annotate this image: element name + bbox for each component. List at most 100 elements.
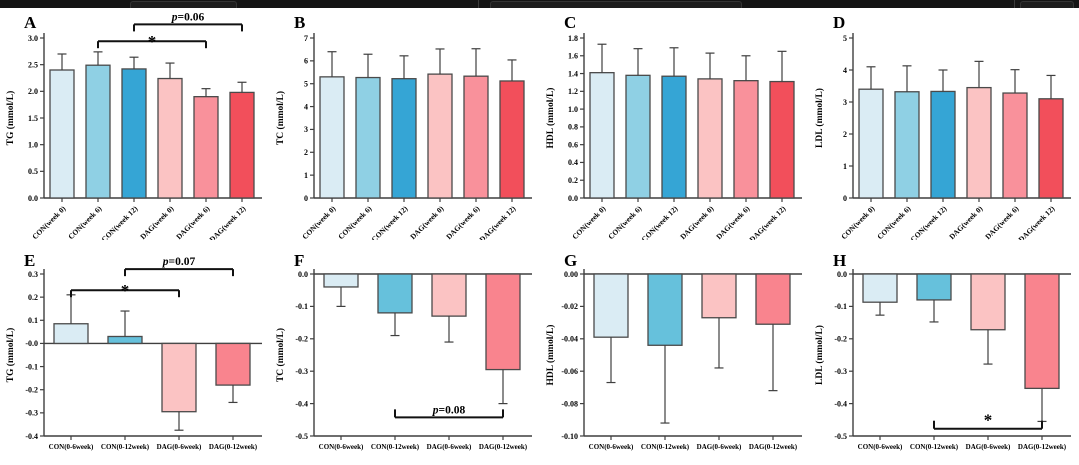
y-tick-label: 6	[304, 57, 308, 66]
bar-DAG(0-6week)	[700, 273, 737, 319]
bar-CON(week 6)	[894, 91, 920, 199]
x-tick-label: CON(week 0)	[300, 204, 338, 240]
x-tick-label: CON(week 12)	[369, 204, 409, 240]
bar-DAG(week 0)	[157, 77, 183, 199]
y-tick-label: 1.0	[28, 140, 38, 149]
bar-DAG(week 0)	[427, 73, 453, 199]
bar-DAG(0-6week)	[970, 273, 1006, 331]
x-tick-label: DAG(week 6)	[714, 204, 752, 240]
p-value-label: p=0.07	[162, 256, 196, 268]
y-tick-label: -0.4	[295, 399, 308, 408]
y-axis-title: TG (mmol/L)	[5, 91, 16, 146]
browser-tab-outline	[130, 1, 237, 8]
x-tick-label: CON(week 12)	[909, 204, 949, 240]
bar-CON(0-6week)	[323, 273, 359, 288]
bar-DAG(week 6)	[193, 96, 219, 199]
y-tick-label: -0.02	[561, 302, 578, 311]
y-tick-label: 0	[843, 194, 847, 203]
bar-DAG(0-12week)	[1024, 273, 1060, 390]
y-axis-title: LDL (mmol/L)	[814, 325, 825, 385]
bar-DAG(week 6)	[1002, 92, 1028, 199]
bar-DAG(week 12)	[229, 91, 255, 199]
bar-CON(week 0)	[49, 69, 75, 199]
bar-CON(0-6week)	[592, 273, 629, 338]
x-tick-label: CON(0-6week)	[858, 443, 903, 451]
y-tick-label: -0.10	[561, 432, 578, 441]
y-tick-label: 0.2	[28, 293, 38, 302]
y-tick-label: -0.5	[835, 432, 848, 441]
y-tick-label: 0.3	[28, 270, 38, 279]
p-value-label: p=0.06	[171, 11, 205, 23]
x-tick-label: DAG(0-12week)	[1018, 443, 1067, 451]
bar-DAG(week 12)	[1038, 98, 1064, 199]
panel-H-chart: H0.0 -0.1 -0.2 -0.3 -0.4 -0.5 CON(0-6week) CON(…	[814, 251, 1072, 451]
bar-DAG(week 12)	[499, 80, 525, 199]
bar-CON(week 6)	[624, 74, 651, 199]
y-tick-label: -0.5	[295, 432, 308, 441]
x-tick-label: DAG(week 6)	[174, 204, 212, 240]
x-tick-label: DAG(0-6week)	[426, 443, 471, 451]
browser-tab-outline	[490, 1, 742, 8]
bar-CON(week 6)	[85, 64, 111, 199]
y-axis-title: HDL (mmol/L)	[545, 88, 556, 149]
y-tick-label: -0.0	[25, 339, 38, 348]
bar-CON(week 12)	[660, 75, 687, 199]
y-tick-label: 2.5	[28, 60, 38, 69]
y-tick-label: 4	[843, 66, 847, 75]
panel-label-H: H	[833, 251, 846, 270]
bar-DAG(week 0)	[696, 78, 723, 199]
y-tick-label: 1.8	[568, 34, 578, 43]
y-axis-title: LDL (mmol/L)	[814, 88, 825, 148]
panel-label-D: D	[833, 13, 845, 32]
y-tick-label: -0.08	[561, 399, 578, 408]
p-value-label: p=0.08	[432, 404, 466, 416]
y-tick-label: 3	[843, 98, 847, 107]
y-tick-label: -0.3	[25, 409, 38, 418]
bar-DAG(0-12week)	[754, 273, 791, 325]
x-tick-label: DAG(week 0)	[408, 204, 446, 240]
panel-label-E: E	[24, 251, 35, 270]
y-tick-label: 1	[843, 162, 847, 171]
panel-label-B: B	[294, 13, 305, 32]
y-tick-label: -0.2	[835, 335, 848, 344]
y-tick-label: 2.0	[28, 87, 38, 96]
y-tick-label: 0.8	[568, 123, 578, 132]
panel-label-C: C	[564, 13, 576, 32]
x-tick-label: DAG(week 0)	[138, 204, 176, 240]
x-tick-label: CON(week 6)	[336, 204, 374, 240]
bar-CON(week 0)	[588, 72, 615, 199]
y-tick-label: 4	[304, 102, 308, 111]
y-tick-label: 2	[843, 130, 847, 139]
x-tick-label: DAG(week 12)	[747, 204, 787, 240]
x-tick-label: DAG(week 6)	[984, 204, 1022, 240]
x-tick-label: DAG(0-12week)	[748, 443, 797, 451]
x-tick-label: DAG(week 0)	[948, 204, 986, 240]
y-tick-label: 0.6	[568, 140, 578, 149]
panel-F-chart: F0.0 -0.1 -0.2 -0.3 -0.4 -0.5 CON(0-6week) CON(…	[275, 251, 532, 451]
y-tick-label: 0.2	[568, 176, 578, 185]
bar-CON(week 0)	[858, 88, 884, 199]
y-tick-label: -0.06	[561, 367, 578, 376]
browser-tab-outline	[1020, 1, 1074, 8]
x-tick-label: CON(0-6week)	[318, 443, 363, 451]
x-tick-label: DAG(week 0)	[678, 204, 716, 240]
x-tick-label: DAG(week 6)	[444, 204, 482, 240]
x-tick-label: CON(week 6)	[66, 204, 104, 240]
y-axis-title: HDL (mmol/L)	[545, 325, 556, 386]
bar-DAG(week 12)	[768, 80, 795, 199]
panel-G-chart: G0.00 -0.02 -0.04 -0.06 -0.08 -0.10 CON(0-6wee…	[545, 251, 802, 451]
x-tick-label: DAG(0-12week)	[479, 443, 528, 451]
y-tick-label: -0.1	[25, 362, 38, 371]
y-tick-label: 1.2	[568, 87, 578, 96]
bar-DAG(week 6)	[732, 80, 759, 199]
y-tick-label: 5	[304, 80, 308, 89]
bar-CON(week 12)	[391, 78, 417, 199]
y-tick-label: 0	[304, 194, 308, 203]
x-tick-label: CON(0-6week)	[49, 443, 94, 451]
y-tick-label: 7	[304, 34, 308, 43]
x-tick-label: CON(0-12week)	[101, 443, 150, 451]
bar-DAG(week 0)	[966, 86, 992, 199]
panel-label-G: G	[564, 251, 577, 270]
bar-DAG(0-6week)	[431, 273, 467, 317]
